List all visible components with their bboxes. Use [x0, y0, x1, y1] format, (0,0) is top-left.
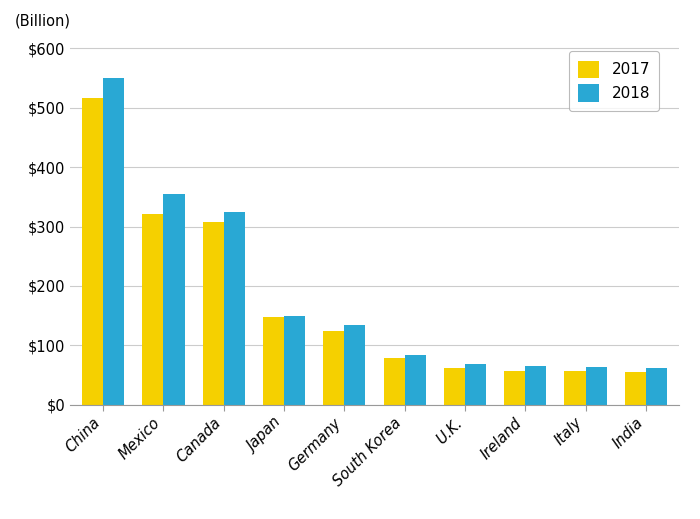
Bar	[82, 98, 103, 405]
Bar	[525, 366, 546, 405]
Bar	[263, 318, 284, 405]
Bar	[164, 194, 185, 405]
Bar	[323, 331, 344, 405]
Text: (Billion): (Billion)	[15, 14, 71, 29]
Bar	[444, 368, 465, 405]
Bar	[203, 222, 224, 405]
Bar	[405, 356, 426, 405]
Bar	[624, 372, 646, 405]
Bar	[103, 78, 125, 405]
Bar	[284, 316, 305, 405]
Bar	[344, 324, 365, 405]
Legend: 2017, 2018: 2017, 2018	[568, 51, 659, 111]
Bar	[142, 214, 164, 405]
Bar	[564, 371, 585, 405]
Bar	[504, 371, 525, 405]
Bar	[646, 368, 667, 405]
Bar	[224, 212, 245, 405]
Bar	[384, 359, 405, 405]
Bar	[465, 364, 486, 405]
Bar	[585, 367, 607, 405]
